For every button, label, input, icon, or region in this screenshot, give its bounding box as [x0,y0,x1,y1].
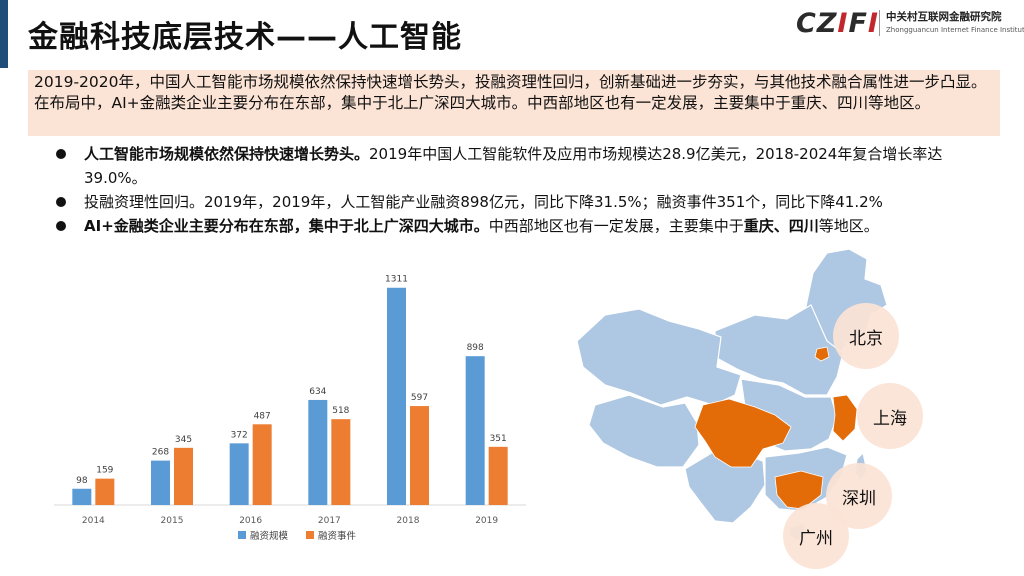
city-badge-beijing: 北京 [833,303,899,369]
bullet-list: 人工智能市场规模依然保持快速增长势头。2019年中国人工智能软件及应用市场规模达… [56,142,986,238]
logo-chinese-name: 中关村互联网金融研究院 [886,11,1002,23]
bar-financing-scale [387,287,406,505]
data-label: 634 [309,387,326,397]
bullet-bold: AI+金融类企业主要分布在东部，集中于北上广深四大城市。 [84,217,489,235]
x-tick-label: 2018 [397,516,420,526]
bar-financing-scale [465,356,485,505]
data-label: 268 [152,448,169,458]
x-tick-label: 2014 [82,516,105,526]
institute-logo: CZIFI 中关村互联网金融研究院 Zhongguancun Internet … [796,6,1024,40]
page-title: 金融科技底层技术——人工智能 [28,20,462,55]
bar-financing-events [331,419,351,505]
map-sichuan-chongqing [694,398,792,468]
bullet-text-end: 等地区。 [818,217,879,235]
bar-financing-events [95,478,115,505]
map-shanghai-zhejiang [832,394,858,442]
bar-financing-events [174,447,193,505]
data-label: 487 [254,411,271,421]
logo-english-name: Zhongguancun Internet Finance Institute [886,26,1024,34]
bullet-bold: 人工智能市场规模依然保持快速增长势头。 [84,145,370,163]
x-tick-label: 2017 [318,516,341,526]
bar-financing-scale [308,399,328,505]
bullet-text: 投融资理性回归。2019年，2019年，人工智能产业融资898亿元，同比下降31… [84,193,883,211]
map-region-north [714,304,844,396]
legend-label: 融资事件 [318,530,357,542]
bar-financing-scale [151,460,170,505]
data-label: 597 [411,393,428,403]
data-label: 159 [96,466,113,476]
legend-swatch [306,531,314,539]
x-tick-label: 2019 [475,516,498,526]
city-badge-guangzhou: 广州 [783,503,849,569]
data-label: 351 [490,434,507,444]
data-label: 518 [332,406,349,416]
x-tick-label: 2015 [161,516,184,526]
bullet-item-market: 人工智能市场规模依然保持快速增长势头。2019年中国人工智能软件及应用市场规模达… [56,142,986,190]
data-label: 1311 [385,275,408,285]
bar-financing-events [488,446,508,505]
map-region-tibet [588,394,700,468]
bullet-bold-regions: 重庆、四川 [743,217,819,235]
data-label: 898 [467,343,484,353]
data-label: 345 [175,435,192,445]
bar-financing-scale [72,488,92,505]
summary-box: 2019-2020年，中国人工智能市场规模依然保持快速增长势头，投融资理性回归，… [28,70,1000,136]
bar-financing-events [410,406,429,505]
map-region-northwest [576,308,742,406]
bullet-text: 2019年中国人工智能软件及应用市场规模达28.9亿美元，2018-2024年复… [84,145,943,187]
legend-swatch [238,531,246,539]
logo-divider [879,10,880,36]
map-guangdong [774,470,824,510]
data-label: 98 [76,476,88,486]
bullet-dot [56,221,66,231]
bar-financing-scale [229,443,249,505]
bullet-item-distribution: AI+金融类企业主要分布在东部，集中于北上广深四大城市。中西部地区也有一定发展，… [56,214,986,238]
logo-mark: CZIFI [796,8,879,39]
x-tick-label: 2016 [239,516,262,526]
map-beijing [814,346,830,362]
legend-label: 融资规模 [250,530,289,542]
map-highlight-regions [694,346,858,510]
financing-bar-chart: 2014 98 159 2015 268 345 2016 372 487 2017 634 518 2… [54,275,526,542]
bullet-item-financing: 投融资理性回归。2019年，2019年，人工智能产业融资898亿元，同比下降31… [56,190,986,214]
title-accent-bar [0,0,8,68]
data-label: 372 [231,430,248,440]
bullet-text: 中西部地区也有一定发展，主要集中于 [488,217,744,235]
bullet-dot [56,197,66,207]
city-badge-shanghai: 上海 [857,383,923,449]
bullet-dot [56,149,66,159]
bar-financing-events [252,424,272,505]
